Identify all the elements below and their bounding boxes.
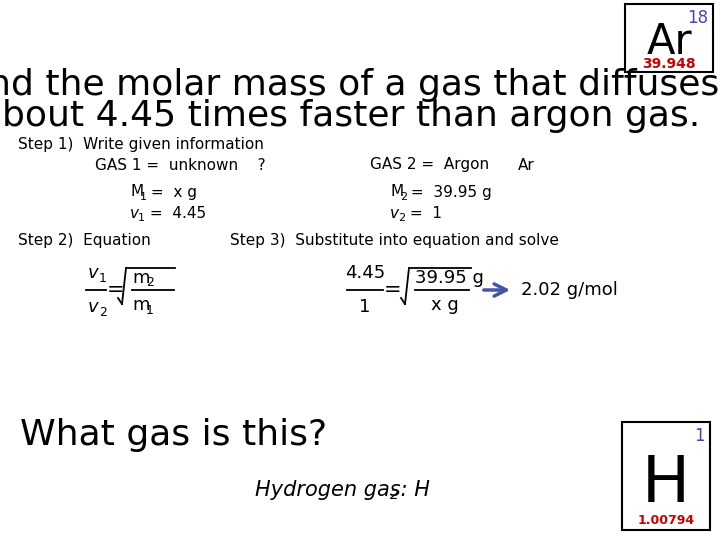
Text: GAS 1 =  unknown    ?: GAS 1 = unknown ?: [95, 158, 266, 172]
Text: 2: 2: [146, 276, 154, 289]
Text: 4.45: 4.45: [345, 264, 385, 282]
Text: Step 2)  Equation: Step 2) Equation: [18, 233, 150, 247]
Text: Step 3)  Substitute into equation and solve: Step 3) Substitute into equation and sol…: [230, 233, 559, 247]
Text: 39.95 g: 39.95 g: [415, 269, 484, 287]
Text: m: m: [132, 269, 150, 287]
Bar: [622, 422, 710, 530]
Text: =  4.45: = 4.45: [145, 206, 206, 220]
Text: 2: 2: [390, 488, 399, 502]
Text: Find the molar mass of a gas that diffuses: Find the molar mass of a gas that diffus…: [0, 68, 719, 102]
Text: 1: 1: [359, 298, 371, 316]
Text: M: M: [130, 185, 143, 199]
Text: GAS 2 =  Argon: GAS 2 = Argon: [370, 158, 489, 172]
Text: 1: 1: [140, 192, 147, 202]
Text: 2: 2: [99, 306, 107, 319]
Text: m: m: [132, 296, 150, 314]
Text: x g: x g: [431, 296, 459, 314]
Text: v: v: [130, 206, 139, 220]
Text: v: v: [390, 206, 399, 220]
Text: Hydrogen gas: H: Hydrogen gas: H: [255, 480, 430, 500]
Text: Ar: Ar: [646, 21, 692, 63]
Text: Ar: Ar: [518, 158, 535, 172]
Text: 2: 2: [400, 192, 407, 202]
Text: =  x g: = x g: [146, 185, 197, 199]
Text: v: v: [88, 298, 99, 316]
Text: M: M: [390, 185, 403, 199]
Text: about 4.45 times faster than argon gas.: about 4.45 times faster than argon gas.: [0, 99, 700, 133]
Text: H: H: [642, 453, 690, 515]
Bar: [625, 4, 713, 72]
FancyArrowPatch shape: [484, 284, 506, 296]
Text: 1: 1: [138, 213, 145, 223]
Text: 18: 18: [687, 9, 708, 27]
Text: 39.948: 39.948: [642, 57, 696, 71]
Text: 1: 1: [146, 303, 154, 316]
Text: 1: 1: [99, 272, 107, 285]
Text: =: =: [384, 280, 402, 300]
Text: 1.00794: 1.00794: [637, 514, 695, 526]
Text: =  39.95 g: = 39.95 g: [406, 185, 492, 199]
Text: 1: 1: [694, 427, 705, 445]
Text: Step 1)  Write given information: Step 1) Write given information: [18, 138, 264, 152]
Text: What gas is this?: What gas is this?: [20, 418, 327, 452]
Text: =  1: = 1: [405, 206, 442, 220]
Text: v: v: [88, 264, 99, 282]
Text: =: =: [107, 280, 125, 300]
Text: 2: 2: [398, 213, 405, 223]
Text: 2.02 g/mol: 2.02 g/mol: [521, 281, 618, 299]
